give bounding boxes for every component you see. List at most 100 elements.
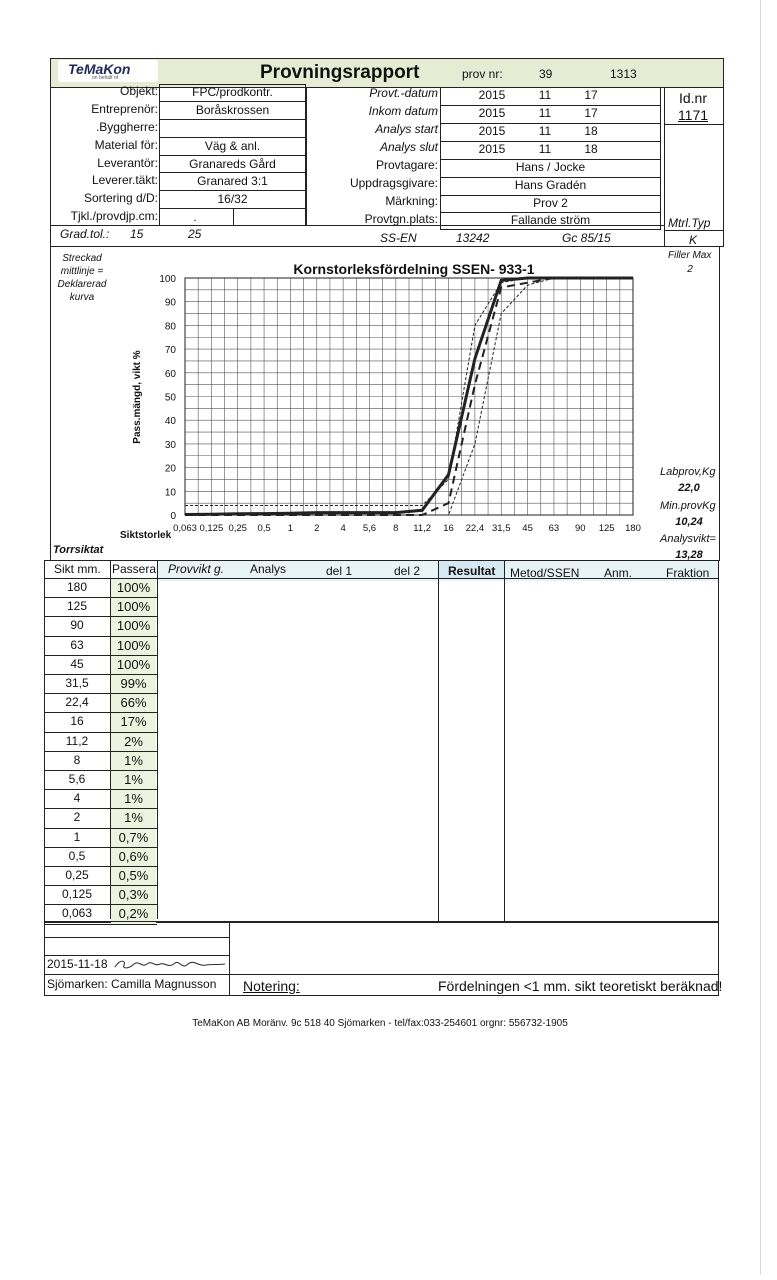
- field-label: Provt.-datum: [369, 86, 438, 100]
- col-sikt: Sikt mm.: [54, 562, 101, 576]
- sieve-size: 1: [73, 829, 81, 844]
- x-tick-label: 31,5: [492, 523, 511, 534]
- field-label: Märkning:: [385, 194, 438, 208]
- date-year: 2015: [478, 142, 506, 156]
- row-line: [440, 123, 661, 124]
- sieve-size: 0,063: [61, 906, 93, 921]
- analysvikt-label: Analysvikt=: [660, 533, 716, 545]
- footer-signer: Sjömarken: Camilla Magnusson: [47, 977, 217, 991]
- passerat-value: 100%: [116, 599, 151, 615]
- passerat-value: 0,3%: [118, 887, 149, 903]
- passerat-cell-bg: [111, 579, 156, 598]
- col-provvikt: Provvikt g.: [168, 562, 225, 576]
- col-del1: del 1: [326, 564, 353, 578]
- col-anm: Anm.: [604, 566, 633, 580]
- y-tick-label: 20: [165, 464, 177, 475]
- col-del2: del 2: [394, 564, 421, 578]
- markning-value: Prov 2: [533, 196, 568, 210]
- sieve-size: 180: [66, 580, 88, 594]
- siktstorlek-label: Siktstorlek: [120, 530, 172, 541]
- table-row-line: [44, 616, 157, 618]
- y-axis-label: Pass.mängd, vikt %: [132, 350, 143, 443]
- passerat-cell-bg: [111, 847, 156, 866]
- right-values-box: [440, 87, 661, 230]
- series-layer: [184, 276, 633, 516]
- passerat-value: 66%: [120, 695, 147, 711]
- logo-tagline: on behalf of: [92, 75, 119, 81]
- company-line: TeMaKon AB Moränv. 9c 518 40 Sjömarken -…: [192, 1018, 568, 1029]
- grad-row-line: [50, 225, 664, 226]
- footer-date: 2015-11-18: [47, 957, 108, 971]
- col-passerat: Passerat: [112, 562, 156, 576]
- divider: [504, 560, 505, 923]
- field-value: 16/32: [217, 192, 248, 206]
- date-day: 18: [584, 124, 598, 138]
- passerat-value: 1%: [124, 752, 143, 768]
- grad-a: 15: [130, 227, 144, 241]
- row-line: [159, 101, 306, 102]
- grad-gc: Gc 85/15: [562, 231, 611, 245]
- y-tick-label: 80: [165, 321, 177, 332]
- field-value: Granareds Gård: [189, 157, 276, 171]
- passerat-cell-bg: [111, 751, 156, 770]
- passerat-cell-bg: [111, 790, 156, 809]
- legend-note: Deklarerad: [57, 279, 107, 290]
- divider: [233, 208, 234, 226]
- analysvikt-value: 13,28: [675, 549, 703, 561]
- labprov-label: Labprov,Kg: [660, 466, 716, 478]
- date-month: 11: [538, 124, 552, 138]
- passerat-value: 2%: [124, 733, 143, 749]
- date-year: 2015: [478, 124, 506, 138]
- row-line: [159, 172, 306, 173]
- field-label: Material för:: [94, 138, 158, 152]
- table-row-line: [44, 827, 157, 829]
- series-line-dotted-upper: [185, 277, 633, 506]
- passerat-cell-bg: [111, 636, 156, 655]
- field-label: Analys slut: [379, 140, 438, 154]
- logo: TeMaKon on behalf of: [58, 60, 158, 82]
- row-line: [440, 212, 661, 213]
- row-line: [44, 955, 229, 956]
- table-row-line: [44, 904, 157, 906]
- x-tick-label: 1: [288, 523, 293, 534]
- date-day: 18: [584, 142, 598, 156]
- divider: [110, 560, 111, 919]
- passerat-value: 0,2%: [118, 906, 149, 922]
- prov-nr-a: 39: [539, 67, 553, 81]
- row-line: [664, 124, 724, 125]
- x-tick-label: 16: [443, 523, 454, 534]
- date-month: 11: [538, 106, 552, 120]
- divider: [157, 560, 158, 919]
- x-tick-label: 125: [599, 523, 615, 534]
- passerat-value: 0,5%: [118, 868, 149, 883]
- date-month: 11: [538, 88, 552, 102]
- table-row-line: [44, 885, 157, 887]
- table-row-line: [44, 770, 157, 771]
- x-tick-label: 90: [575, 523, 586, 534]
- row-line: [664, 230, 724, 231]
- report-title: Provningsrapport: [260, 62, 420, 83]
- id-label: Id.nr: [678, 90, 707, 106]
- passerat-cell-bg: [111, 655, 156, 674]
- x-tick-label: 5,6: [363, 523, 376, 534]
- sieve-size: 22,4: [65, 695, 89, 710]
- passerat-value: 99%: [120, 676, 147, 691]
- field-value: Granared 3:1: [197, 174, 268, 188]
- filler-value: 2: [687, 264, 693, 275]
- row-line: [440, 177, 661, 178]
- passerat-cell-bg: [111, 828, 156, 847]
- table-frame: [44, 560, 719, 923]
- passerat-value: 1%: [124, 810, 143, 826]
- field-value: Väg & anl.: [204, 139, 261, 153]
- passerat-cell-bg: [111, 694, 156, 713]
- table-row-line: [44, 923, 157, 925]
- passerat-cell-bg: [111, 617, 156, 636]
- x-tick-label: 0,063: [173, 523, 197, 534]
- field-label: Uppdragsgivare:: [349, 176, 438, 190]
- passerat-value: 100%: [116, 580, 151, 595]
- x-tick-label: 45: [522, 523, 533, 534]
- torrsiktat-label: Torrsiktat: [53, 544, 104, 556]
- divider: [438, 560, 439, 923]
- prov-nr-label: prov nr:: [462, 67, 503, 81]
- legend-note: Streckad: [62, 253, 102, 264]
